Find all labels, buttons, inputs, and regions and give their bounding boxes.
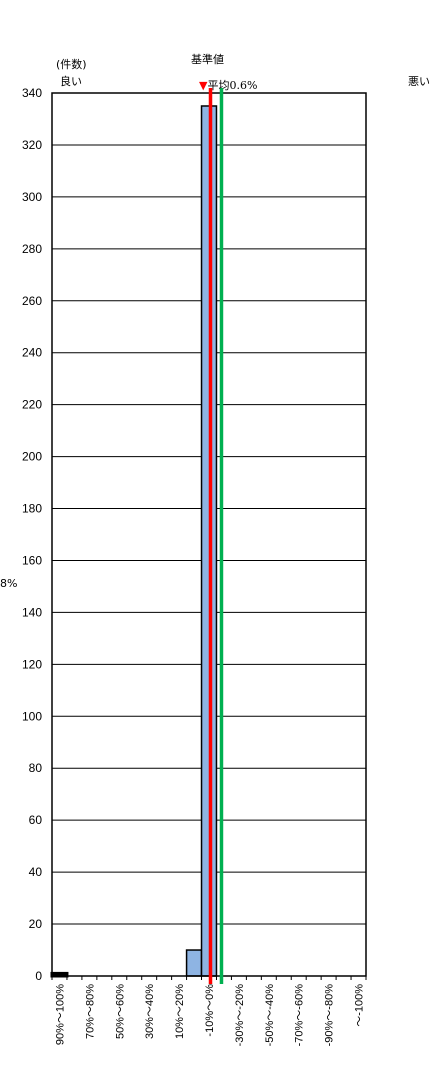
average-label: ▼平均0.6% [199,79,257,92]
y-tick-label: 220 [22,398,42,412]
y-tick-label: 0 [35,969,42,983]
y-tick-label: 60 [29,813,43,827]
y-tick-label: 140 [22,605,42,619]
y-tick-label: 320 [22,138,42,152]
x-axis-category-labels: 90%～100% 70%～80% 50%～60% 30%～40% 10%～20% -10%… [54,984,365,1047]
good-label: 良い [60,74,82,88]
y-tick-label: 120 [22,657,42,671]
y-axis-tick-labels: 0 20 40 60 80 100 120 140 160 180 200 220 240 260 280 3… [22,86,42,983]
average-value: 0.6% [229,79,257,92]
baseline-label: 基準値 [191,52,224,66]
clipped-left-label: 8% [0,577,17,590]
y-tick-label: 300 [22,190,42,204]
y-tick-label: 40 [29,865,43,879]
x-category-label: 50%～60% [114,984,126,1039]
x-category-label: -50%～-40% [264,984,276,1047]
average-word: 平均 [207,79,229,92]
x-category-label: 30%～40% [144,984,156,1039]
y-tick-label: 20 [29,917,43,931]
y-tick-label: 100 [22,709,42,723]
x-category-label: 10%～20% [174,984,186,1039]
y-tick-label: 260 [22,294,42,308]
y-tick-label: 240 [22,346,42,360]
y-tick-label: 80 [29,761,43,775]
x-category-label: ～-100% [354,984,366,1027]
y-tick-label: 180 [22,502,42,516]
average-marker: ▼ [199,79,208,92]
histogram-bar [185,949,203,977]
x-category-label: 70%～80% [84,984,96,1039]
x-category-label: -10%～0% [204,984,216,1037]
bad-label: 悪い [408,75,430,88]
x-category-label: -30%～-20% [234,984,246,1047]
x-category-label: 90%～100% [54,984,66,1045]
y-axis-label: (件数) [56,58,87,71]
x-category-label: -70%～-60% [294,984,306,1047]
y-tick-label: 160 [22,553,42,567]
bars [50,105,218,978]
y-tick-label: 340 [22,86,42,100]
x-axis-tick-marks [51,976,367,980]
y-tick-label: 200 [22,450,42,464]
y-tick-label: 280 [22,242,42,256]
x-category-label: -90%～-80% [324,984,336,1047]
